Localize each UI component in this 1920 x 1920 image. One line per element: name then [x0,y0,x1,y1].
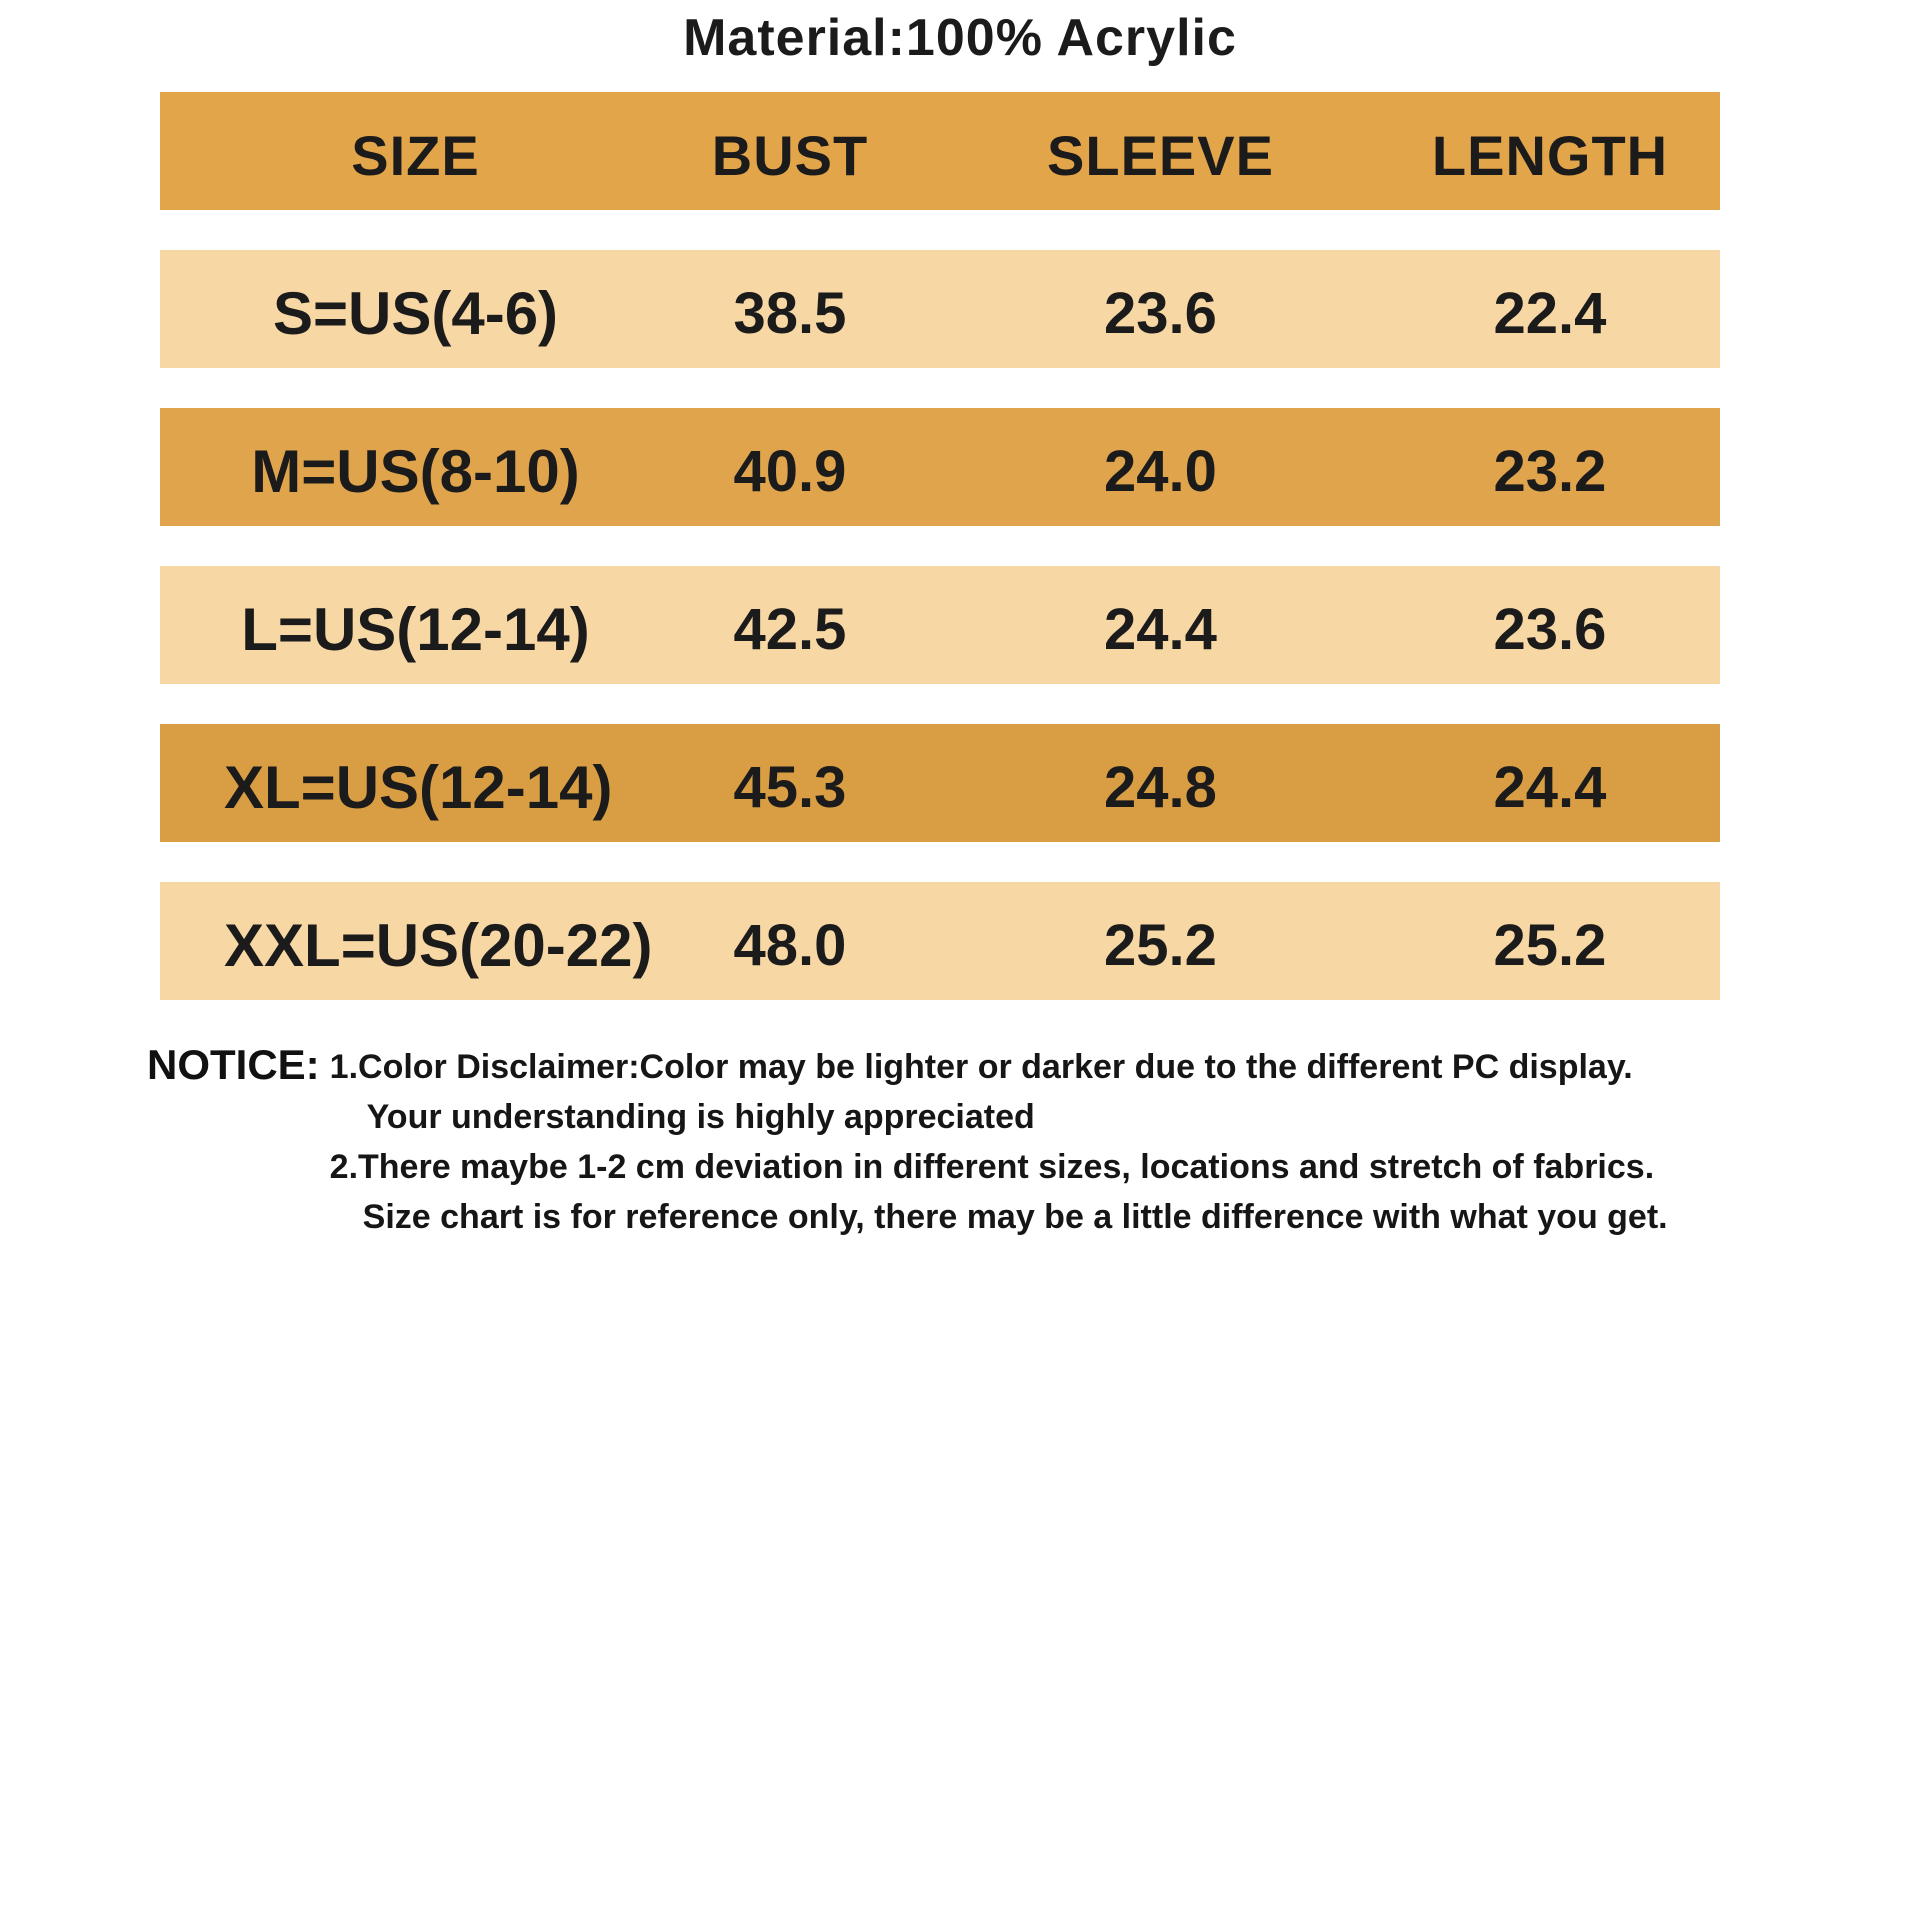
size-cell: M=US(8-10) [251,437,580,505]
size-cell: S=US(4-6) [272,279,559,347]
table-row-s: S=US(4-6) 38.5 23.6 22.4 [160,250,1720,368]
length-cell: 24.4 [1493,754,1607,820]
length-cell: 23.2 [1493,438,1607,504]
size-table: SIZE BUST SLEEVE LENGTH S=US(4-6) 38.5 2… [160,92,1720,1000]
bust-cell: 45.3 [733,754,847,820]
notice-line-reference: Size chart is for reference only, there … [362,1198,1668,1236]
column-header-sleeve: SLEEVE [1047,123,1274,187]
column-header-bust: BUST [711,123,869,187]
sleeve-cell: 23.6 [1104,280,1217,346]
table-row-m: M=US(8-10) 40.9 24.0 23.2 [160,408,1720,526]
table-header-row: SIZE BUST SLEEVE LENGTH [160,92,1720,210]
size-cell: L=US(12-14) [241,595,590,663]
bust-cell: 40.9 [733,438,847,504]
table-row-xl: XL=US(12-14) 45.3 24.8 24.4 [160,724,1720,842]
length-cell: 23.6 [1493,596,1607,662]
table-row-xxl: XXL=US(20-22) 48.0 25.2 25.2 [160,882,1720,1000]
notice-lines: 1.Color Disclaimer:Color may be lighter … [330,1040,1668,1242]
notice-line-color-disclaimer: 1.Color Disclaimer:Color may be lighter … [329,1048,1633,1086]
size-cell: XXL=US(20-22) [224,911,653,979]
column-header-length: LENGTH [1431,123,1669,187]
page-title: Material:100% Acrylic [683,9,1237,67]
notice-label: NOTICE: [147,1041,320,1088]
bust-cell: 48.0 [733,912,847,978]
sleeve-cell: 24.4 [1104,596,1217,662]
length-cell: 22.4 [1493,280,1607,346]
sleeve-cell: 24.0 [1104,438,1217,504]
table-row-l: L=US(12-14) 42.5 24.4 23.6 [160,566,1720,684]
column-header-size: SIZE [351,123,480,187]
size-cell: XL=US(12-14) [224,753,613,821]
notice-line-understanding: Your understanding is highly appreciated [366,1098,1035,1136]
notice-section: NOTICE: 1.Color Disclaimer:Color may be … [147,1040,1920,1242]
bust-cell: 42.5 [733,596,847,662]
sleeve-cell: 25.2 [1104,912,1217,978]
bust-cell: 38.5 [733,280,847,346]
notice-line-deviation: 2.There maybe 1-2 cm deviation in differ… [329,1148,1655,1186]
sleeve-cell: 24.8 [1104,754,1217,820]
length-cell: 25.2 [1493,912,1607,978]
